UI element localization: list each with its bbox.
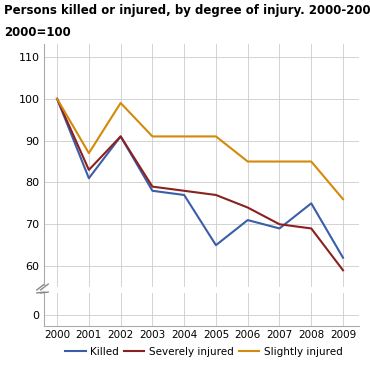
Killed — [150, 189, 155, 193]
Severely injured — [341, 268, 345, 272]
Slightly injured — [118, 101, 123, 105]
Slightly injured — [341, 197, 345, 201]
Severely injured — [214, 193, 218, 197]
Text: 2000=100: 2000=100 — [4, 26, 70, 39]
Killed — [55, 97, 59, 101]
Slightly injured — [182, 134, 186, 139]
Severely injured — [182, 189, 186, 193]
Severely injured — [55, 97, 59, 101]
Killed — [87, 176, 91, 181]
Killed — [341, 256, 345, 260]
Severely injured — [245, 205, 250, 210]
Killed — [309, 201, 313, 206]
Severely injured — [87, 168, 91, 172]
Slightly injured — [277, 159, 282, 164]
Killed — [182, 193, 186, 197]
Killed — [118, 134, 123, 139]
Severely injured — [309, 226, 313, 231]
Killed — [245, 218, 250, 222]
Line: Killed: Killed — [57, 99, 343, 258]
Line: Slightly injured: Slightly injured — [57, 99, 343, 199]
Line: Severely injured: Severely injured — [57, 99, 343, 270]
Slightly injured — [87, 151, 91, 155]
Slightly injured — [55, 97, 59, 101]
Slightly injured — [245, 159, 250, 164]
Killed — [277, 226, 282, 231]
Severely injured — [150, 184, 155, 189]
Slightly injured — [150, 134, 155, 139]
Killed — [214, 243, 218, 248]
Slightly injured — [214, 134, 218, 139]
Severely injured — [277, 222, 282, 226]
Slightly injured — [309, 159, 313, 164]
Text: Persons killed or injured, by degree of injury. 2000-2009.: Persons killed or injured, by degree of … — [4, 4, 370, 17]
Legend: Killed, Severely injured, Slightly injured: Killed, Severely injured, Slightly injur… — [61, 343, 346, 361]
Severely injured — [118, 134, 123, 139]
